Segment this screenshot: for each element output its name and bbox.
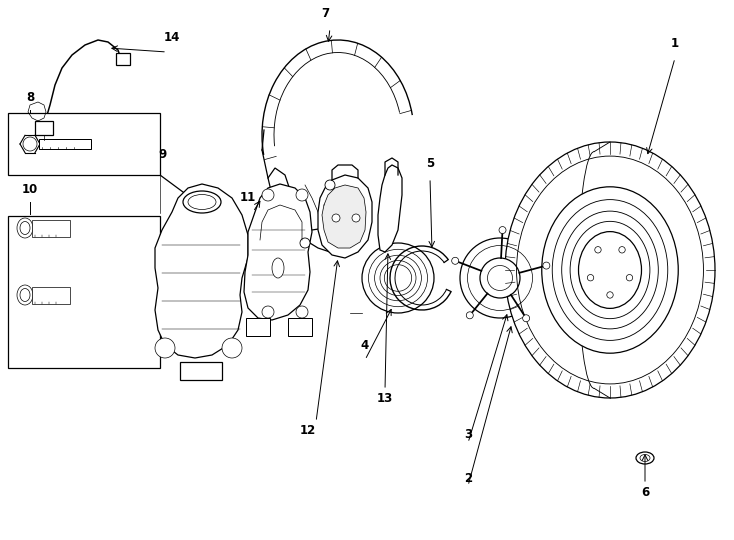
Bar (35, 121, 53, 135)
Bar (39, 139, 91, 149)
Circle shape (607, 292, 613, 298)
Circle shape (466, 312, 473, 319)
Circle shape (325, 180, 335, 190)
Circle shape (262, 189, 274, 201)
Text: 13: 13 (377, 392, 393, 404)
Polygon shape (318, 175, 372, 258)
Circle shape (300, 238, 310, 248)
Text: 3: 3 (464, 429, 472, 442)
Polygon shape (378, 165, 402, 252)
Polygon shape (268, 168, 355, 252)
Bar (8, 113, 160, 175)
Text: 6: 6 (641, 485, 649, 498)
Circle shape (626, 274, 633, 281)
Text: 1: 1 (671, 37, 679, 50)
Circle shape (222, 338, 242, 358)
Circle shape (543, 262, 550, 269)
Circle shape (296, 306, 308, 318)
Circle shape (523, 315, 530, 322)
Text: 8: 8 (26, 91, 34, 104)
Bar (8, 216, 160, 368)
Bar (288, 318, 312, 336)
Bar (32, 287, 70, 303)
Text: 5: 5 (426, 157, 434, 170)
Circle shape (619, 247, 625, 253)
Text: 4: 4 (361, 339, 369, 352)
Text: 12: 12 (300, 423, 316, 436)
Circle shape (332, 214, 340, 222)
Ellipse shape (636, 452, 654, 464)
Ellipse shape (272, 258, 284, 278)
Circle shape (595, 247, 601, 253)
Ellipse shape (480, 258, 520, 298)
Bar (180, 362, 222, 380)
Bar (246, 318, 270, 336)
Text: 7: 7 (321, 7, 329, 20)
Circle shape (587, 274, 594, 281)
Ellipse shape (542, 187, 678, 353)
Polygon shape (244, 184, 312, 320)
Ellipse shape (578, 232, 642, 308)
Circle shape (262, 306, 274, 318)
Text: 10: 10 (22, 183, 38, 196)
Text: 2: 2 (464, 471, 472, 484)
Circle shape (499, 227, 506, 234)
Circle shape (451, 257, 459, 264)
Text: 14: 14 (164, 31, 180, 44)
Circle shape (296, 189, 308, 201)
Text: 11: 11 (240, 191, 256, 204)
Bar (116, 53, 130, 65)
Circle shape (352, 214, 360, 222)
Text: 9: 9 (158, 148, 166, 161)
Ellipse shape (362, 243, 434, 313)
Circle shape (155, 338, 175, 358)
Polygon shape (322, 185, 366, 248)
Ellipse shape (460, 238, 540, 318)
Ellipse shape (505, 142, 715, 398)
Polygon shape (155, 184, 248, 358)
Bar (32, 219, 70, 237)
